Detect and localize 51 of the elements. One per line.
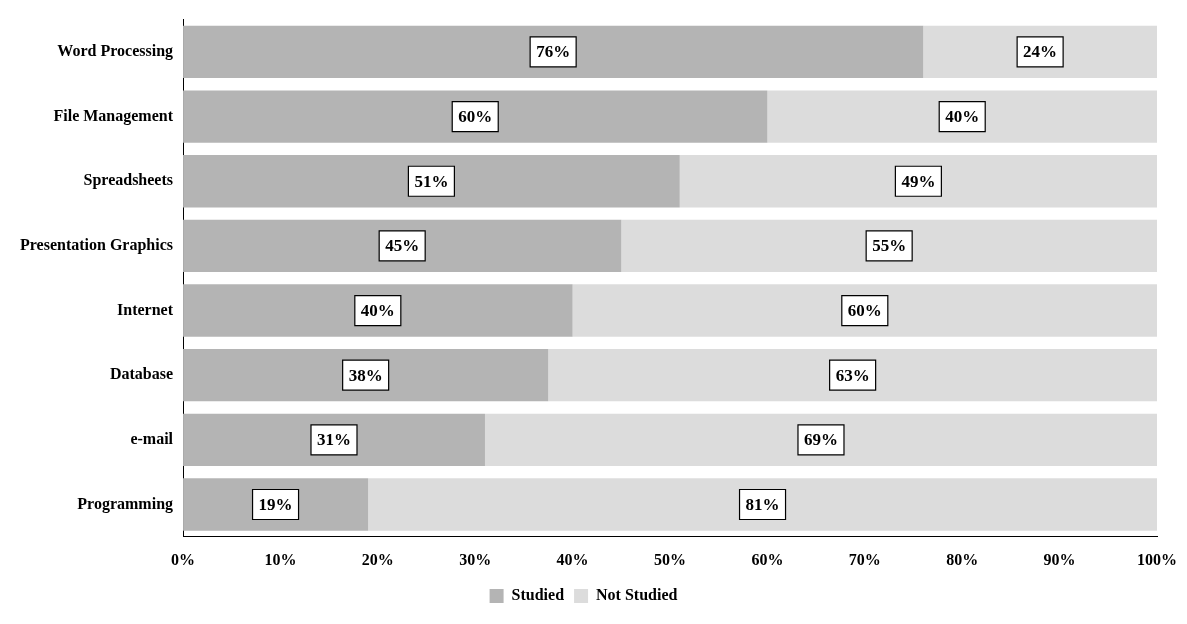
data-label: 40% bbox=[945, 106, 980, 126]
x-tick-label: 10% bbox=[264, 550, 297, 568]
data-label: 81% bbox=[745, 494, 780, 514]
bar bbox=[183, 413, 485, 467]
bar bbox=[572, 284, 1157, 337]
x-tick-label: 40% bbox=[556, 550, 589, 568]
bar bbox=[621, 219, 1157, 273]
bar bbox=[183, 25, 924, 79]
bar bbox=[548, 348, 1157, 402]
y-tick-label: e-mail bbox=[130, 429, 174, 447]
x-tick-label: 30% bbox=[459, 550, 492, 568]
bar bbox=[679, 155, 1157, 208]
x-tick-label: 80% bbox=[946, 550, 979, 568]
data-label: 76% bbox=[536, 42, 571, 62]
y-tick-label: Word Processing bbox=[57, 42, 174, 61]
y-tick-label: Presentation Graphics bbox=[20, 236, 174, 255]
data-label: 69% bbox=[803, 430, 838, 450]
y-tick-label: Spreadsheets bbox=[83, 171, 174, 190]
data-label: 51% bbox=[414, 171, 449, 191]
data-label: 31% bbox=[317, 430, 351, 450]
y-tick-label: Programming bbox=[77, 494, 174, 513]
bar bbox=[183, 219, 622, 273]
x-tick-label: 60% bbox=[751, 550, 784, 568]
x-tick-label: 50% bbox=[654, 550, 687, 568]
bar bbox=[368, 478, 1157, 531]
legend-label: Studied bbox=[511, 586, 565, 604]
data-label: 19% bbox=[258, 494, 293, 514]
data-label: 45% bbox=[385, 236, 420, 256]
bar bbox=[183, 90, 768, 143]
x-tick-label: 20% bbox=[361, 550, 394, 568]
bar bbox=[183, 284, 573, 337]
x-tick-label: 70% bbox=[848, 550, 881, 568]
data-label: 55% bbox=[872, 236, 907, 256]
bar bbox=[767, 90, 1157, 143]
data-label: 60% bbox=[847, 300, 882, 320]
data-label: 49% bbox=[901, 171, 936, 191]
legend-label: Not Studied bbox=[596, 586, 678, 604]
y-tick-label: Internet bbox=[117, 300, 174, 318]
data-label: 24% bbox=[1023, 42, 1058, 62]
bar bbox=[183, 155, 680, 208]
data-label: 38% bbox=[348, 365, 383, 385]
x-tick-label: 100% bbox=[1137, 550, 1177, 568]
data-label: 63% bbox=[835, 365, 870, 385]
y-tick-label: Database bbox=[109, 365, 174, 383]
x-tick-label: 90% bbox=[1043, 550, 1076, 568]
data-label: 40% bbox=[360, 300, 395, 320]
data-label: 60% bbox=[458, 106, 493, 126]
bar bbox=[183, 348, 549, 402]
bar bbox=[484, 413, 1157, 467]
y-tick-label: File Management bbox=[53, 106, 174, 125]
x-tick-label: 0% bbox=[171, 550, 196, 568]
